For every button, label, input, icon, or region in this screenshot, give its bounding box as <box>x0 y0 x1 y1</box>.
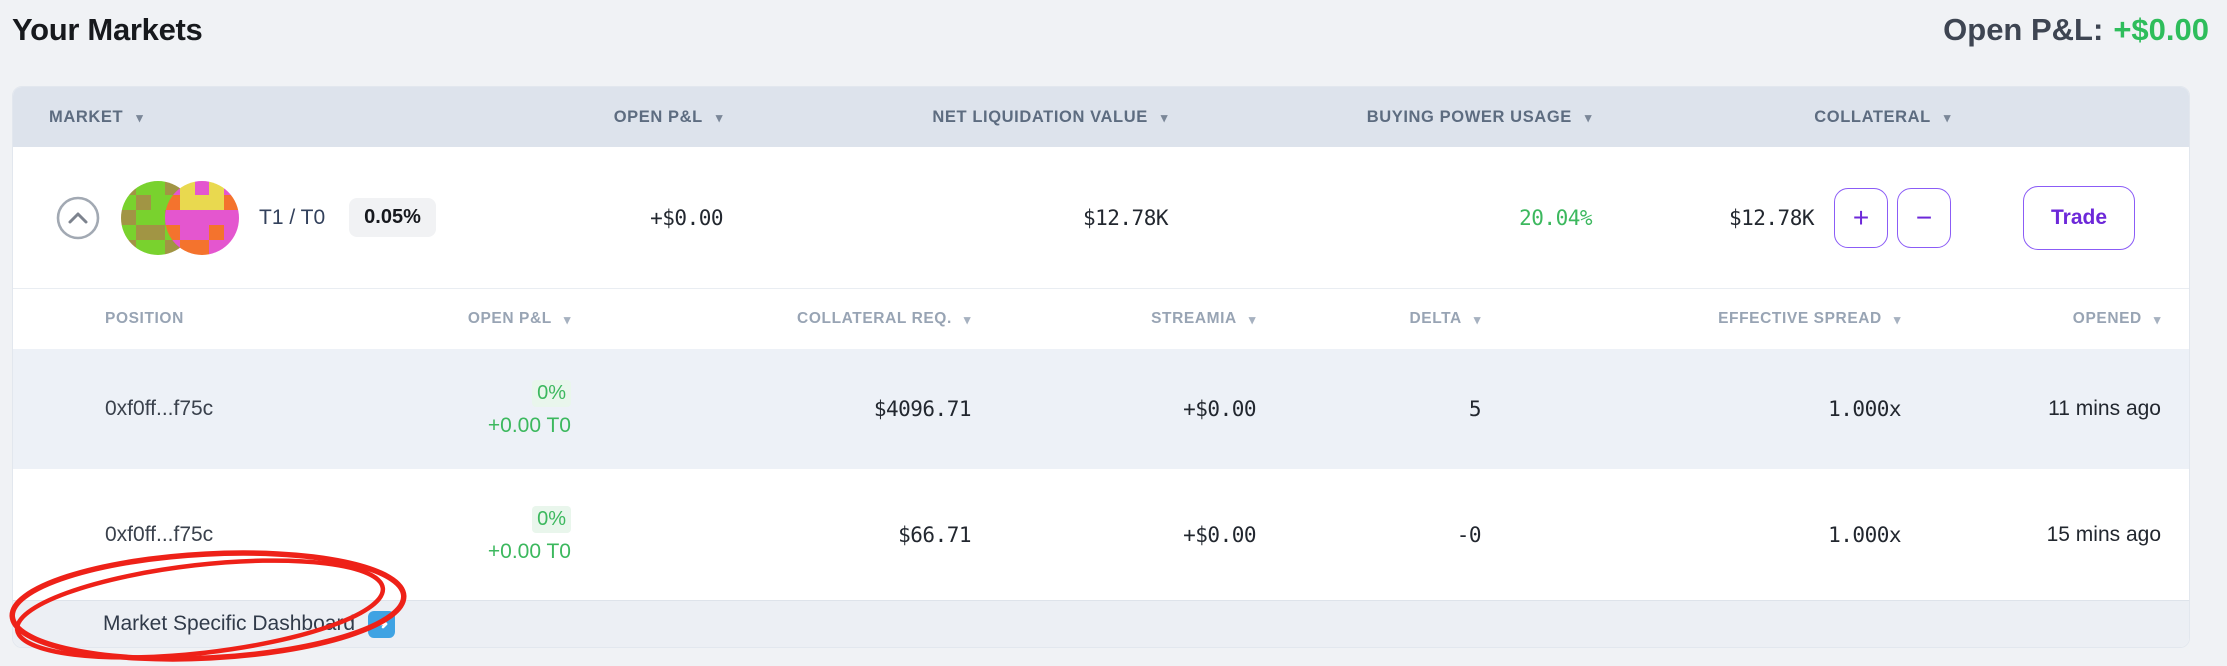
position-effective-spread: 1.000x <box>1828 397 1901 421</box>
column-header-position: POSITION <box>13 310 343 328</box>
position-collateral-req: $4096.71 <box>873 397 972 421</box>
column-header-opened-label: OPENED <box>2072 310 2142 327</box>
market-row: T1 / T0 0.05% +$0.00 $12.78K 20.04% $12.… <box>13 147 2189 289</box>
position-row: 0xf0ff...f75c 0% +0.00 T0 $4096.71 +$0.0… <box>13 349 2189 469</box>
open-pnl-summary-label: Open P&L: <box>1943 12 2104 47</box>
page-title: Your Markets <box>12 12 203 47</box>
position-open-pnl-percent: 0% <box>532 505 571 533</box>
column-header-market[interactable]: MARKET ▾ <box>13 108 561 127</box>
sort-arrow-icon: ▾ <box>563 312 571 327</box>
market-open-pnl-value: +$0.00 <box>650 205 723 230</box>
sort-arrow-icon: ▾ <box>1160 110 1168 125</box>
column-header-open-pnl-label: OPEN P&L <box>613 107 703 126</box>
open-pnl-summary: Open P&L: +$0.00 <box>1943 12 2209 48</box>
sort-arrow-icon: ▾ <box>1893 312 1901 327</box>
column-header-open-pnl[interactable]: OPEN P&L ▾ <box>561 108 723 127</box>
column-header-buying-power-usage-label: BUYING POWER USAGE <box>1366 107 1572 126</box>
market-cell: T1 / T0 0.05% <box>13 180 561 255</box>
column-header-collateral[interactable]: COLLATERAL ▾ <box>1592 108 1951 127</box>
market-collateral-value: $12.78K <box>1728 205 1815 230</box>
collapse-market-button[interactable] <box>55 195 101 241</box>
arrow-right-icon[interactable]: ➜ <box>368 610 396 638</box>
position-streamia: +$0.00 <box>1183 397 1256 421</box>
column-header-market-label: MARKET <box>49 107 124 126</box>
market-token-icons <box>121 180 239 255</box>
position-address: 0xf0ff...f75c <box>105 397 214 420</box>
sort-arrow-icon: ▾ <box>1248 312 1256 327</box>
column-header-effective-spread-label: EFFECTIVE SPREAD <box>1718 310 1882 327</box>
positions-table-header: POSITION OPEN P&L ▾ COLLATERAL REQ. ▾ ST… <box>13 289 2189 349</box>
sort-arrow-icon: ▾ <box>963 312 971 327</box>
position-open-pnl-cell: 0% +0.00 T0 <box>343 380 583 438</box>
market-specific-dashboard-link[interactable]: Market Specific Dashboard ➜ <box>103 610 396 638</box>
sort-arrow-icon: ▾ <box>2153 312 2161 327</box>
chevron-up-icon <box>56 196 100 239</box>
position-effective-spread: 1.000x <box>1828 522 1901 547</box>
position-open-pnl-percent: 0% <box>532 380 571 407</box>
market-specific-dashboard-label: Market Specific Dashboard <box>103 612 356 635</box>
sort-arrow-icon: ▾ <box>136 110 144 125</box>
column-header-net-liquidation-value[interactable]: NET LIQUIDATION VALUE ▾ <box>723 108 1168 127</box>
position-delta: -0 <box>1456 522 1482 547</box>
column-header-collateral-req[interactable]: COLLATERAL REQ. ▾ <box>583 310 983 328</box>
column-header-position-open-pnl-label: OPEN P&L <box>467 310 552 327</box>
position-open-pnl-amount: +0.00 T0 <box>487 414 571 437</box>
column-header-effective-spread[interactable]: EFFECTIVE SPREAD ▾ <box>1493 310 1913 328</box>
remove-collateral-button[interactable]: − <box>1897 187 1951 248</box>
panel-footer: Market Specific Dashboard ➜ <box>13 600 2189 647</box>
position-open-pnl-amount: +0.00 T0 <box>487 539 571 563</box>
sort-arrow-icon: ▾ <box>1943 110 1951 125</box>
position-address: 0xf0ff...f75c <box>105 522 214 546</box>
position-opened: 15 mins ago <box>2046 522 2161 546</box>
market-pair-label: T1 / T0 <box>259 205 326 229</box>
position-opened: 11 mins ago <box>2048 397 2161 420</box>
markets-table-header: MARKET ▾ OPEN P&L ▾ NET LIQUIDATION VALU… <box>13 87 2189 147</box>
column-header-streamia-label: STREAMIA <box>1151 310 1237 327</box>
position-delta: 5 <box>1468 397 1482 421</box>
sort-arrow-icon: ▾ <box>1584 110 1592 125</box>
column-header-collateral-req-label: COLLATERAL REQ. <box>797 310 952 327</box>
trade-button[interactable]: Trade <box>2023 185 2135 250</box>
market-buying-power-usage-value: 20.04% <box>1519 205 1592 230</box>
open-pnl-summary-value: +$0.00 <box>2113 12 2209 47</box>
column-header-net-liquidation-value-label: NET LIQUIDATION VALUE <box>932 107 1148 126</box>
column-header-delta[interactable]: DELTA ▾ <box>1268 310 1493 328</box>
column-header-delta-label: DELTA <box>1409 310 1462 327</box>
sort-arrow-icon: ▾ <box>1473 312 1481 327</box>
fee-tier-badge: 0.05% <box>349 198 436 237</box>
token-t0-icon <box>165 180 239 255</box>
column-header-position-label: POSITION <box>105 310 184 327</box>
market-net-liquidation-value: $12.78K <box>1082 205 1169 230</box>
position-open-pnl-cell: 0% +0.00 T0 <box>343 505 583 564</box>
column-header-streamia[interactable]: STREAMIA ▾ <box>983 310 1268 328</box>
position-collateral-req: $66.71 <box>898 522 971 547</box>
position-streamia: +$0.00 <box>1183 522 1256 547</box>
add-collateral-button[interactable]: + <box>1834 187 1888 248</box>
sort-arrow-icon: ▾ <box>715 110 723 125</box>
position-row: 0xf0ff...f75c 0% +0.00 T0 $66.71 +$0.00 … <box>13 469 2189 600</box>
column-header-position-open-pnl[interactable]: OPEN P&L ▾ <box>343 310 583 328</box>
column-header-buying-power-usage[interactable]: BUYING POWER USAGE ▾ <box>1168 108 1592 127</box>
column-header-opened[interactable]: OPENED ▾ <box>1913 310 2189 328</box>
markets-panel: MARKET ▾ OPEN P&L ▾ NET LIQUIDATION VALU… <box>12 86 2190 648</box>
market-collateral-cell: $12.78K + − <box>1592 187 1951 248</box>
column-header-collateral-label: COLLATERAL <box>1814 107 1931 126</box>
